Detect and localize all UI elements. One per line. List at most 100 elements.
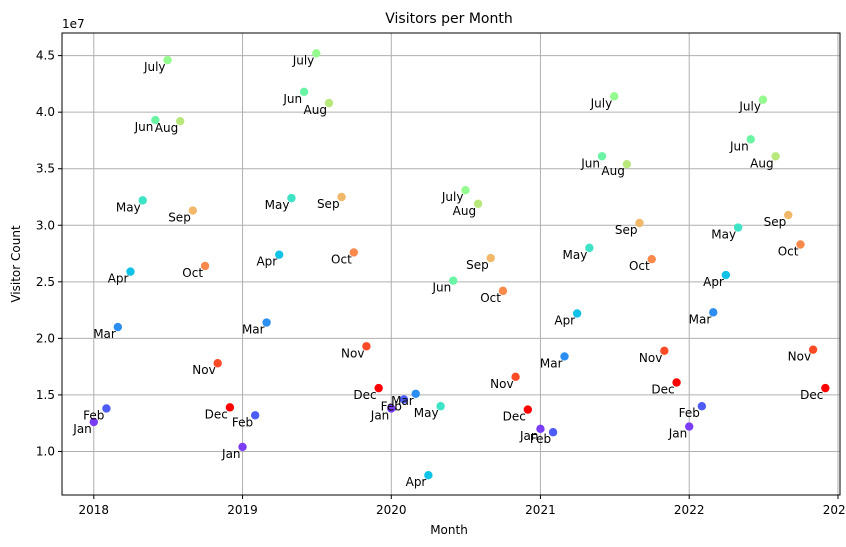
data-point bbox=[250, 411, 260, 420]
data-point-label: Aug bbox=[304, 103, 327, 117]
data-point-label: Jun bbox=[282, 92, 302, 106]
x-tick-label: 2018 bbox=[79, 503, 110, 517]
data-point-label: Jan bbox=[72, 422, 92, 436]
data-point bbox=[473, 199, 483, 208]
data-point bbox=[399, 395, 409, 404]
chart-title: Visitors per Month bbox=[385, 11, 512, 27]
data-point bbox=[597, 152, 607, 161]
data-point bbox=[560, 352, 569, 361]
data-point-label: Sep bbox=[466, 258, 489, 272]
data-point-label: Nov bbox=[788, 350, 811, 364]
data-point bbox=[796, 240, 805, 249]
data-point-label: Sep bbox=[764, 215, 787, 229]
data-point bbox=[89, 417, 98, 427]
y-tick-label: 2.5 bbox=[36, 275, 55, 289]
data-point bbox=[387, 404, 396, 413]
x-tick-label: 2020 bbox=[376, 503, 407, 517]
y-tick-label: 1.5 bbox=[36, 388, 55, 402]
data-point-label: Dec bbox=[651, 382, 674, 396]
data-point-labels: JanFebMarAprMayJunJulyAugSepOctNovDecJan… bbox=[72, 53, 823, 489]
data-point bbox=[113, 322, 123, 332]
data-point bbox=[200, 261, 210, 271]
data-point-label: Jan bbox=[519, 429, 539, 443]
data-point-label: Feb bbox=[679, 406, 700, 420]
data-point bbox=[362, 342, 371, 351]
data-point-label: Apr bbox=[256, 255, 277, 269]
data-point bbox=[821, 383, 830, 393]
data-point bbox=[758, 95, 768, 104]
data-point bbox=[784, 210, 793, 220]
data-point-label: May bbox=[116, 200, 141, 214]
data-point-label: Feb bbox=[530, 432, 551, 446]
data-point-label: Dec bbox=[205, 407, 228, 421]
data-point bbox=[175, 117, 185, 126]
data-point bbox=[436, 402, 445, 411]
data-point bbox=[685, 422, 694, 431]
x-tick-label: 2021 bbox=[525, 503, 556, 517]
data-point bbox=[349, 248, 359, 257]
data-point-label: Jan bbox=[370, 408, 390, 422]
data-point-label: Apr bbox=[703, 275, 724, 289]
data-point bbox=[424, 471, 433, 480]
data-point bbox=[262, 318, 271, 327]
data-point bbox=[733, 223, 743, 232]
plot-area-frame bbox=[61, 32, 841, 496]
data-point bbox=[213, 359, 222, 368]
data-point-label: Aug bbox=[155, 121, 178, 135]
data-point-label: May bbox=[414, 406, 439, 420]
x-tick-label: 2019 bbox=[227, 503, 258, 517]
y-tick-label: 4.0 bbox=[36, 105, 55, 119]
data-point-label: Mar bbox=[242, 323, 265, 337]
data-point bbox=[622, 159, 632, 169]
data-point-label: July bbox=[738, 100, 761, 114]
data-point bbox=[138, 196, 147, 205]
data-point-label: Jan bbox=[668, 427, 688, 441]
data-point bbox=[635, 218, 644, 228]
data-point bbox=[486, 253, 495, 263]
x-tick-label: 2022 bbox=[674, 503, 705, 517]
data-point-label: Nov bbox=[341, 346, 364, 360]
y-tick-label: 3.5 bbox=[36, 162, 55, 176]
data-point bbox=[287, 193, 296, 203]
data-point-label: Nov bbox=[192, 363, 215, 377]
data-point bbox=[102, 404, 111, 413]
data-point bbox=[511, 372, 520, 382]
data-point bbox=[324, 98, 334, 108]
data-point bbox=[312, 49, 321, 58]
y-axis-offset-label: 1e7 bbox=[62, 17, 85, 31]
data-point-label: Sep bbox=[615, 223, 638, 237]
data-point-label: Aug bbox=[453, 204, 476, 218]
data-point bbox=[238, 442, 247, 452]
y-tick-label: 2.0 bbox=[36, 331, 55, 345]
data-point bbox=[188, 206, 198, 215]
data-point-label: July bbox=[441, 190, 464, 204]
data-point bbox=[461, 186, 470, 195]
data-point bbox=[275, 250, 284, 259]
data-point-label: Mar bbox=[689, 312, 712, 326]
data-point bbox=[163, 55, 172, 65]
data-point bbox=[771, 152, 780, 161]
data-point-label: Apr bbox=[406, 475, 427, 489]
data-point-label: Jun bbox=[431, 281, 451, 295]
y-tick-label: 4.5 bbox=[36, 49, 55, 63]
data-point bbox=[536, 424, 545, 434]
data-point-label: Jan bbox=[221, 447, 241, 461]
data-point-label: May bbox=[711, 228, 736, 242]
data-point-label: Mar bbox=[391, 394, 414, 408]
data-point bbox=[672, 378, 681, 387]
x-tick-label: 2023 bbox=[823, 503, 846, 517]
data-point-label: Oct bbox=[778, 244, 799, 258]
data-point-label: Apr bbox=[108, 272, 129, 286]
data-point-label: Mar bbox=[540, 356, 563, 370]
data-point-label: Oct bbox=[182, 266, 203, 280]
data-point-label: Dec bbox=[503, 410, 526, 424]
data-point bbox=[808, 345, 818, 354]
data-point-label: July bbox=[590, 96, 613, 110]
data-point-label: May bbox=[563, 248, 588, 262]
data-point-label: Dec bbox=[353, 388, 376, 402]
data-point bbox=[523, 405, 533, 414]
x-axis-label: Month bbox=[430, 523, 468, 537]
data-point-label: Feb bbox=[381, 399, 402, 413]
y-axis-label: Visitor Count bbox=[9, 225, 23, 303]
